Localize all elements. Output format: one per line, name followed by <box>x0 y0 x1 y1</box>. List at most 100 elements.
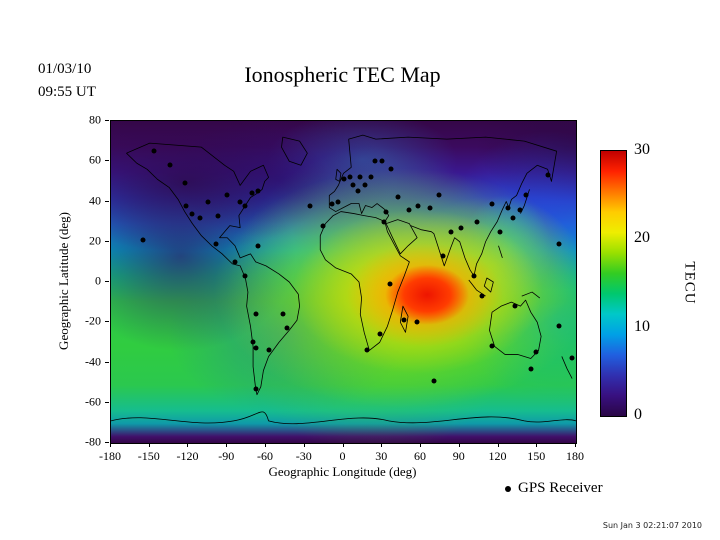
gps-receiver-dot <box>335 199 341 204</box>
colorbar-tick-label: 30 <box>634 141 650 158</box>
x-tick-label: -180 <box>99 449 121 463</box>
gps-receiver-dot <box>388 166 394 172</box>
plot-area <box>110 120 577 444</box>
asia-coast <box>349 135 557 276</box>
gps-receiver-dot <box>183 203 189 209</box>
americas-coast <box>127 143 300 395</box>
gps-receiver-dot <box>383 209 389 215</box>
gps-receiver-dot <box>329 201 335 206</box>
gps-receiver-dot <box>395 194 401 200</box>
y-tick-label: 20 <box>89 233 101 248</box>
gps-legend: GPS Receiver <box>505 480 603 497</box>
greenland-coast <box>282 137 308 165</box>
gps-receiver-dot <box>512 303 518 309</box>
gps-receiver-dot <box>372 158 377 164</box>
chart-title: Ionospheric TEC Map <box>244 62 441 87</box>
gps-receiver-dot <box>242 203 248 209</box>
gps-receiver-dot <box>364 347 370 353</box>
gps-receiver-dot <box>350 182 356 188</box>
uk-coast <box>336 169 341 181</box>
gps-receiver-dot <box>253 345 259 351</box>
y-tick-label: -60 <box>85 394 101 409</box>
gps-receiver-dot <box>368 174 374 180</box>
gps-receiver-dot <box>545 172 551 178</box>
x-tick-label: 120 <box>488 449 507 463</box>
colorbar-ticks: 30 20 10 0 <box>634 141 664 423</box>
gps-receiver-dot <box>320 223 326 229</box>
gps-receiver-dot <box>280 311 286 317</box>
new-guinea-coast <box>522 292 540 298</box>
colorbar-unit-label: TECU <box>681 261 698 305</box>
arabia-coast <box>386 220 417 254</box>
gps-receiver-dot <box>255 188 261 194</box>
gps-receiver-dot <box>224 192 230 198</box>
date-label: 01/03/10 <box>38 61 92 77</box>
gps-receiver-dot <box>517 207 523 213</box>
x-tick-label: -150 <box>137 449 160 463</box>
x-tick-label: -60 <box>256 449 273 463</box>
y-tick-label: 80 <box>89 112 101 127</box>
gps-receiver-dot <box>406 207 412 213</box>
tec-heatmap <box>111 121 576 443</box>
gps-receiver-dot <box>205 199 211 204</box>
gps-receiver-dot <box>151 148 157 154</box>
x-axis-ticks: -180 -150 -120 -90 -60 -30 0 30 60 90 120 150 180 <box>99 449 584 463</box>
x-axis-tickmarks <box>110 443 576 447</box>
coastline-overlay <box>111 121 576 443</box>
madagascar-coast <box>400 306 408 332</box>
gps-receiver-dot <box>357 174 363 180</box>
gps-receiver-dot <box>381 219 387 225</box>
x-tick-label: -30 <box>295 449 312 463</box>
gps-receiver-legend-icon <box>505 485 511 492</box>
gps-receiver-dot <box>242 273 248 279</box>
gps-receiver-dot <box>167 162 173 168</box>
gps-receiver-dot <box>189 211 195 217</box>
gps-receiver-dot <box>528 366 534 372</box>
x-tick-label: 60 <box>413 449 426 463</box>
gps-receiver-dot <box>232 259 238 265</box>
gps-receiver-dot <box>341 176 346 182</box>
x-tick-label: 0 <box>339 449 346 463</box>
gps-receiver-dot <box>255 243 261 249</box>
gps-receiver-dot <box>569 355 575 361</box>
gps-receiver-dot <box>415 203 421 209</box>
gps-receiver-dot <box>249 190 255 196</box>
datetime-block: 01/03/10 09:55 UT <box>38 58 96 104</box>
gps-legend-label: GPS Receiver <box>518 480 603 496</box>
x-tick-label: 90 <box>452 449 465 463</box>
australia-coast <box>489 300 541 358</box>
gps-receiver-dot <box>497 229 503 235</box>
gps-receiver-dot <box>523 192 529 198</box>
gps-receiver-dot <box>510 215 516 221</box>
gps-receiver-dot <box>362 182 368 188</box>
gps-receiver-dot <box>253 386 259 392</box>
gps-receiver-dot <box>284 325 290 331</box>
antarctica-coast <box>111 412 576 424</box>
gps-receiver-dot <box>431 378 437 384</box>
colorbar-tick-label: 20 <box>634 229 650 247</box>
gps-receiver-dot <box>215 213 221 219</box>
x-tick-label: -90 <box>218 449 235 463</box>
gps-receiver-dot <box>379 158 385 164</box>
gps-receiver-dot <box>237 199 243 204</box>
y-tick-label: 60 <box>89 152 101 167</box>
colorbar-gradient <box>600 150 627 417</box>
y-axis-label: Geographic Latitude (deg) <box>56 212 71 350</box>
y-axis-tickmarks <box>105 120 109 443</box>
gps-receiver-dot <box>448 229 454 235</box>
gps-receiver-dot <box>377 331 383 337</box>
y-tick-label: -40 <box>85 354 101 368</box>
time-label: 09:55 UT <box>38 84 96 100</box>
x-tick-label: 150 <box>527 449 546 463</box>
x-tick-label: -120 <box>176 449 199 463</box>
gps-receiver-dot <box>414 319 420 325</box>
x-tick-label: 30 <box>375 449 388 463</box>
x-axis-label: Geographic Longitude (deg) <box>268 464 417 479</box>
gps-receiver-dot <box>213 241 219 247</box>
generation-timestamp: Sun Jan 3 02:21:07 2010 <box>602 521 702 530</box>
gps-dots-layer <box>111 121 576 443</box>
gps-receiver-dot <box>401 317 407 323</box>
y-tick-label: 40 <box>89 193 101 207</box>
gps-receiver-dot <box>458 225 464 231</box>
